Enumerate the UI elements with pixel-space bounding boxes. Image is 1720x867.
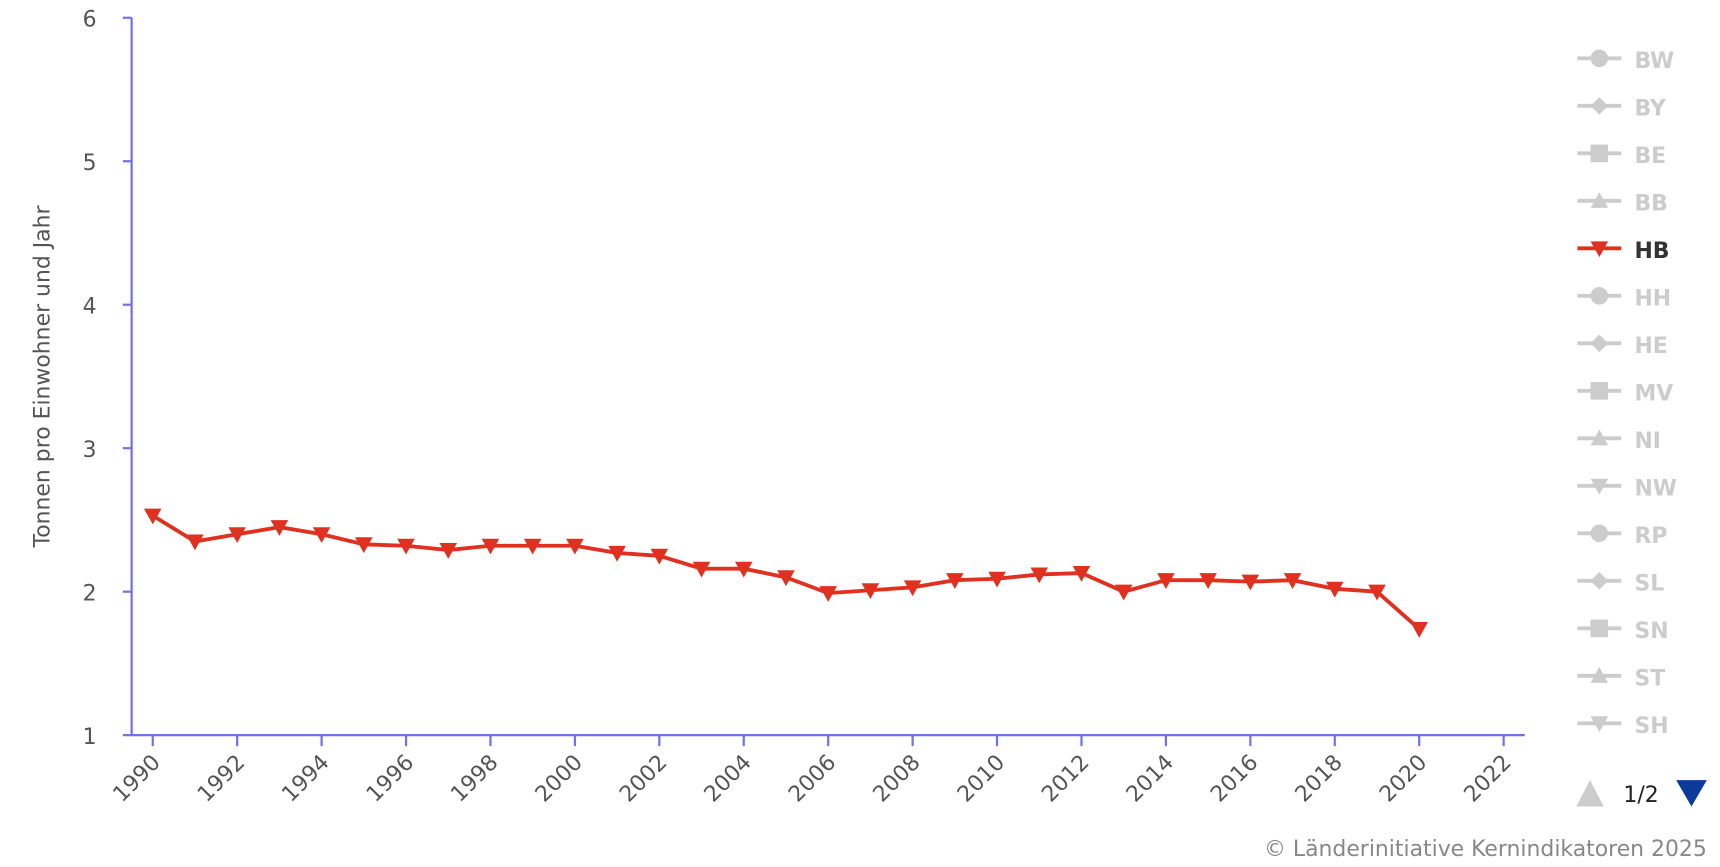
legend-marker xyxy=(1590,144,1609,163)
legend-marker xyxy=(1590,716,1609,733)
point xyxy=(481,538,500,555)
point xyxy=(1241,574,1260,591)
x-tick-label: 2006 xyxy=(784,750,841,807)
point xyxy=(608,545,626,562)
point xyxy=(1368,584,1386,601)
y-tick-label: 4 xyxy=(83,294,97,319)
point xyxy=(1283,573,1302,589)
y-tick-label: 5 xyxy=(83,151,97,176)
point xyxy=(777,570,795,587)
legend-label[interactable]: SL xyxy=(1634,572,1664,597)
point xyxy=(734,561,753,578)
x-tick-label: 2002 xyxy=(615,750,672,807)
legend-label[interactable]: NI xyxy=(1634,429,1661,454)
legend-marker xyxy=(1590,524,1609,543)
legend-label[interactable]: MV xyxy=(1634,382,1673,407)
legend-label[interactable]: HH xyxy=(1634,287,1671,312)
legend-marker xyxy=(1590,572,1609,590)
credit: © Länderinitiative Kernindikatoren 2025 xyxy=(1264,837,1707,862)
point xyxy=(566,538,584,555)
point xyxy=(312,527,331,544)
x-tick-label: 2000 xyxy=(531,750,588,807)
point xyxy=(1410,621,1428,638)
x-tick-label: 1998 xyxy=(446,750,503,807)
legend-marker xyxy=(1590,287,1609,305)
legend-label[interactable]: BY xyxy=(1634,97,1667,122)
point xyxy=(1030,567,1049,584)
legend-marker xyxy=(1590,192,1609,208)
legend-marker xyxy=(1590,334,1609,353)
legend-marker xyxy=(1590,478,1609,495)
x-tick-label: 2020 xyxy=(1375,750,1432,807)
x-tick-label: 1996 xyxy=(362,750,419,807)
legend-label[interactable]: SH xyxy=(1634,714,1668,739)
point xyxy=(1157,573,1175,589)
x-tick-label: 2022 xyxy=(1460,750,1517,807)
point xyxy=(861,583,880,600)
point xyxy=(903,580,922,597)
y-axis-title: Tonnen pro Einwohner und Jahr xyxy=(30,204,55,548)
legend-marker xyxy=(1590,667,1609,683)
legend-label[interactable]: HE xyxy=(1634,334,1667,359)
legend-label[interactable]: BW xyxy=(1634,49,1674,74)
legend-marker xyxy=(1590,429,1609,446)
point xyxy=(988,571,1006,588)
x-tick-label: 2004 xyxy=(700,750,757,807)
legend-next[interactable] xyxy=(1676,780,1707,807)
point xyxy=(1072,566,1091,582)
legend-marker xyxy=(1590,619,1609,638)
legend-label[interactable]: HB xyxy=(1634,239,1669,264)
legend-prev[interactable] xyxy=(1576,780,1604,807)
point xyxy=(186,534,204,551)
x-tick-label: 1992 xyxy=(193,750,250,807)
x-tick-label: 2010 xyxy=(953,750,1010,807)
y-tick-label: 2 xyxy=(83,581,97,606)
x-tick-label: 1994 xyxy=(277,750,334,807)
point xyxy=(819,586,837,602)
point xyxy=(1325,581,1344,598)
point xyxy=(143,508,162,525)
y-tick-label: 6 xyxy=(83,8,97,33)
legend-marker xyxy=(1590,49,1609,68)
legend-label[interactable]: BE xyxy=(1634,144,1666,169)
point xyxy=(355,537,373,554)
point xyxy=(650,548,669,565)
x-tick-label: 2008 xyxy=(869,750,926,807)
legend-label[interactable]: ST xyxy=(1634,667,1665,692)
point xyxy=(1199,573,1217,589)
legend-marker xyxy=(1590,97,1609,115)
legend-label[interactable]: RP xyxy=(1634,524,1667,549)
legend-marker xyxy=(1590,382,1609,400)
point xyxy=(397,538,415,555)
legend-label[interactable]: NW xyxy=(1634,477,1677,502)
y-tick-label: 1 xyxy=(83,725,97,750)
legend-marker xyxy=(1590,241,1609,258)
point xyxy=(692,561,711,578)
x-tick-label: 2016 xyxy=(1206,750,1263,807)
x-tick-label: 2014 xyxy=(1122,750,1179,807)
y-tick-label: 3 xyxy=(83,438,97,463)
point xyxy=(523,538,542,555)
point xyxy=(228,527,246,544)
legend-label[interactable]: SN xyxy=(1634,619,1668,644)
legend-label[interactable]: BB xyxy=(1634,192,1667,217)
point xyxy=(946,573,964,589)
legend-page: 1/2 xyxy=(1623,783,1658,808)
x-tick-label: 1990 xyxy=(109,750,166,807)
point xyxy=(439,543,458,559)
point xyxy=(1114,584,1133,601)
point xyxy=(270,520,289,536)
x-tick-label: 2012 xyxy=(1037,750,1094,807)
x-tick-label: 2018 xyxy=(1291,750,1348,807)
